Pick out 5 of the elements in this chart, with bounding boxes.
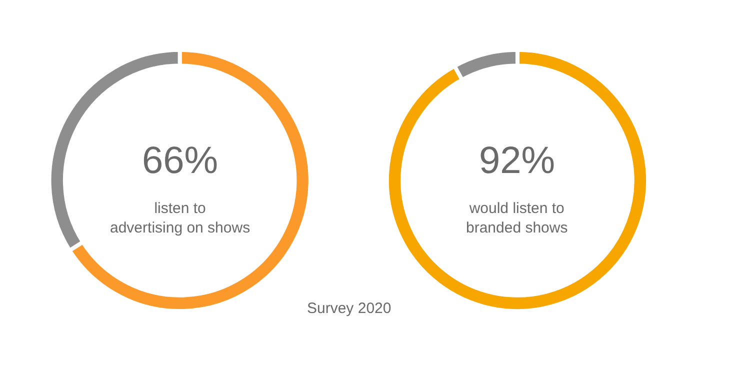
text: listen to advertising on shows xyxy=(110,200,250,236)
text: 92% xyxy=(479,140,556,182)
text: 66% xyxy=(142,140,218,182)
text: Survey 2020 xyxy=(307,300,392,317)
text: would listen to branded shows xyxy=(466,200,568,236)
